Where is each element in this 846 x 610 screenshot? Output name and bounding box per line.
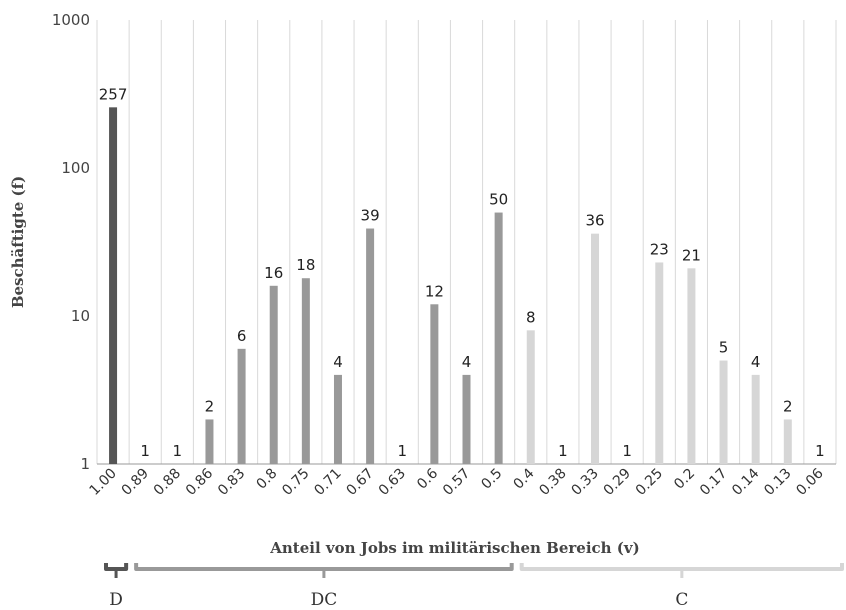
group-bracket-c (519, 563, 844, 571)
data-label: 18 (296, 256, 315, 274)
data-label: 1 (397, 442, 407, 460)
y-tick-labels: 1 10 100 1000 (52, 11, 90, 473)
data-label: 6 (237, 327, 247, 345)
data-label: 50 (489, 191, 508, 209)
data-label: 1 (558, 442, 568, 460)
bar (430, 304, 439, 464)
data-label: 4 (333, 353, 343, 371)
bar (269, 285, 278, 464)
x-tick-label: 0.8 (253, 466, 280, 493)
bar (462, 374, 471, 464)
x-tick-labels: 1.000.890.880.860.83 0.80.750.710.670.63 0… (87, 465, 827, 498)
data-label: 257 (99, 85, 128, 103)
x-tick-label: 0.14 (729, 465, 762, 498)
group-brackets: D DC C (104, 563, 844, 610)
data-label: 2 (783, 397, 793, 415)
y-axis-title: Beschäftigte (f) (9, 176, 27, 308)
data-label: 36 (585, 212, 604, 230)
data-label: 16 (264, 264, 283, 282)
bar (333, 374, 342, 464)
group-label-dc: DC (311, 590, 338, 610)
data-label: 21 (682, 246, 701, 264)
bar (655, 262, 664, 464)
data-label: 4 (751, 353, 761, 371)
bar (494, 212, 503, 464)
x-tick-label: 1.00 (87, 466, 120, 499)
x-tick-label: 0.38 (536, 466, 569, 499)
data-label: 1 (173, 442, 183, 460)
data-label: 1 (815, 442, 825, 460)
bar (783, 419, 792, 464)
bar (205, 419, 214, 464)
x-tick-label: 0.67 (344, 466, 377, 499)
x-tick-label: 0.83 (215, 466, 248, 499)
bar (109, 107, 118, 464)
gridlines (96, 20, 837, 464)
x-tick-label: 0.06 (793, 465, 826, 498)
data-label: 4 (462, 353, 472, 371)
x-tick-label: 0.17 (697, 466, 730, 499)
y-tick-label: 1000 (52, 11, 90, 29)
data-label: 39 (361, 207, 380, 225)
y-tick-label: 10 (71, 307, 90, 325)
x-tick-label: 0.6 (414, 465, 441, 492)
group-label-d: D (109, 590, 123, 610)
bars (109, 107, 792, 464)
y-tick-label: 100 (61, 159, 90, 177)
data-label: 2 (205, 397, 215, 415)
bar (751, 374, 760, 464)
x-tick-label: 0.63 (376, 466, 409, 499)
data-label: 12 (425, 282, 444, 300)
y-tick-label: 1 (80, 455, 90, 473)
data-label: 23 (650, 240, 669, 258)
x-tick-label: 0.2 (671, 466, 698, 493)
data-label: 5 (719, 339, 729, 357)
group-label-c: C (675, 590, 688, 610)
x-tick-label: 0.89 (119, 466, 152, 499)
bar (237, 348, 246, 464)
x-tick-label: 0.75 (279, 466, 312, 499)
group-bracket-dc (134, 563, 514, 571)
x-tick-label: 0.4 (511, 465, 538, 492)
bar (301, 278, 310, 464)
x-tick-label: 0.33 (568, 466, 601, 499)
x-tick-label: 0.88 (151, 466, 184, 499)
bar (526, 330, 535, 464)
x-tick-label: 0.29 (601, 466, 634, 499)
data-label: 1 (140, 442, 150, 460)
data-label: 8 (526, 308, 536, 326)
x-tick-label: 0.71 (311, 466, 344, 499)
x-tick-label: 0.25 (633, 466, 666, 499)
x-tick-label: 0.86 (183, 465, 216, 498)
x-tick-label: 0.5 (478, 466, 505, 493)
x-tick-label: 0.13 (761, 466, 794, 499)
bar (687, 268, 696, 464)
group-bracket-d (104, 563, 129, 571)
bar (591, 233, 600, 464)
data-label: 1 (622, 442, 632, 460)
x-tick-label: 0.57 (440, 466, 473, 499)
x-axis-title: Anteil von Jobs im militärischen Bereich… (269, 539, 639, 557)
bar (366, 228, 375, 464)
bar (719, 360, 728, 464)
